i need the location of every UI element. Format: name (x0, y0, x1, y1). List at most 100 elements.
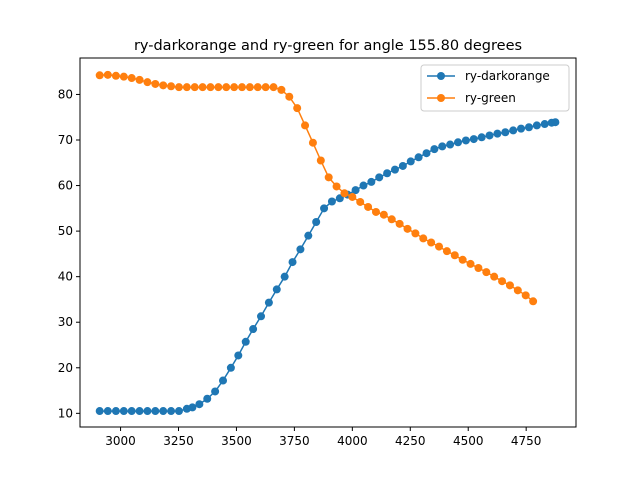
data-point-ry-darkorange (226, 363, 235, 372)
data-point-ry-green (442, 247, 451, 256)
data-point-ry-darkorange (241, 337, 250, 346)
data-point-ry-darkorange (335, 194, 344, 203)
data-point-ry-darkorange (188, 403, 197, 412)
data-point-ry-green (269, 83, 278, 92)
data-point-ry-green (151, 79, 160, 88)
data-point-ry-darkorange (517, 124, 526, 133)
data-point-ry-darkorange (95, 407, 104, 416)
data-point-ry-darkorange (509, 126, 518, 135)
data-point-ry-green (387, 215, 396, 224)
data-point-ry-darkorange (383, 169, 392, 178)
data-point-ry-darkorange (398, 161, 407, 170)
data-point-ry-darkorange (422, 149, 431, 158)
data-point-ry-green (95, 71, 104, 80)
y-tick-label: 30 (58, 315, 73, 329)
data-point-ry-green (505, 281, 514, 290)
x-axis: 3000 3250 3500 3750 4000 4250 4500 4750 (105, 427, 541, 448)
data-point-ry-darkorange (375, 173, 384, 182)
data-point-ry-green (301, 121, 310, 130)
legend-marker (437, 72, 445, 80)
data-point-ry-green (135, 75, 144, 84)
data-point-ry-green (198, 83, 207, 92)
data-point-ry-green (253, 83, 262, 92)
data-point-ry-green (316, 156, 325, 165)
data-point-ry-green (379, 210, 388, 219)
data-point-ry-green (458, 255, 467, 264)
y-tick-label: 40 (58, 270, 73, 284)
data-point-ry-darkorange (414, 153, 423, 162)
data-point-ry-darkorange (257, 312, 266, 321)
data-point-ry-darkorange (203, 394, 212, 403)
data-point-ry-darkorange (446, 140, 455, 149)
y-tick-label: 10 (58, 406, 73, 420)
data-point-ry-green (222, 83, 231, 92)
data-point-ry-green (143, 78, 152, 87)
data-point-ry-darkorange (211, 387, 220, 396)
data-point-ry-darkorange (312, 218, 321, 226)
data-point-ry-darkorange (151, 407, 160, 416)
data-point-ry-green (395, 219, 404, 228)
data-point-ry-green (167, 82, 176, 91)
data-point-ry-darkorange (406, 157, 415, 166)
x-tick-label: 3750 (279, 434, 310, 448)
data-point-ry-green (411, 229, 420, 238)
data-point-ry-green (529, 297, 538, 306)
data-point-ry-green (348, 192, 357, 201)
x-tick-label: 4500 (453, 434, 484, 448)
data-point-ry-darkorange (234, 351, 243, 360)
data-point-ry-darkorange (288, 258, 297, 267)
data-point-ry-green (450, 251, 459, 260)
data-point-ry-green (403, 224, 412, 233)
data-point-ry-darkorange (272, 285, 281, 294)
data-point-ry-green (103, 70, 112, 79)
data-point-ry-green (119, 72, 128, 81)
data-point-ry-green (214, 83, 223, 92)
legend-box (420, 64, 570, 112)
data-point-ry-green (427, 238, 436, 247)
data-point-ry-green (513, 286, 522, 295)
plot-frame (79, 57, 577, 428)
x-tick-label: 4750 (511, 434, 542, 448)
data-point-ry-green (277, 85, 286, 94)
data-point-ry-green (482, 268, 491, 277)
data-point-ry-green (371, 207, 380, 216)
y-tick-label: 70 (58, 133, 73, 147)
data-point-ry-green (174, 83, 183, 92)
data-point-ry-green (466, 259, 475, 268)
x-tick-label: 3000 (105, 434, 136, 448)
x-tick-label: 4250 (395, 434, 426, 448)
data-point-ry-darkorange (304, 231, 313, 240)
y-tick-label: 20 (58, 361, 73, 375)
data-point-ry-darkorange (540, 120, 549, 129)
data-point-ry-darkorange (195, 400, 204, 409)
data-point-ry-green (261, 83, 270, 92)
data-point-ry-green (332, 182, 341, 191)
legend-label: ry-darkorange (465, 69, 550, 83)
y-tick-label: 80 (58, 87, 73, 101)
y-axis: 10 20 30 40 50 60 70 80 (58, 87, 80, 420)
data-point-ry-green (245, 83, 254, 92)
data-point-ry-green (324, 173, 333, 182)
data-point-ry-green (285, 92, 294, 101)
data-point-ry-darkorange (524, 123, 533, 132)
data-point-ry-darkorange (551, 118, 560, 127)
data-point-ry-darkorange (296, 245, 305, 254)
data-point-ry-green (356, 197, 365, 206)
data-point-ry-darkorange (438, 142, 447, 151)
series-layer (95, 70, 560, 416)
data-point-ry-darkorange (280, 272, 289, 281)
data-point-ry-green (364, 202, 373, 211)
chart-title: ry-darkorange and ry-green for angle 155… (134, 38, 522, 54)
x-tick-label: 3250 (163, 434, 194, 448)
data-point-ry-darkorange (127, 407, 136, 416)
data-point-ry-darkorange (477, 133, 486, 142)
data-point-ry-green (474, 264, 483, 273)
data-point-ry-green (419, 234, 428, 243)
x-tick-label: 4000 (337, 434, 368, 448)
data-point-ry-darkorange (143, 407, 152, 416)
data-point-ry-darkorange (159, 407, 168, 416)
x-tick-label: 3500 (221, 434, 252, 448)
data-point-ry-darkorange (327, 197, 336, 206)
data-point-ry-darkorange (219, 376, 228, 385)
